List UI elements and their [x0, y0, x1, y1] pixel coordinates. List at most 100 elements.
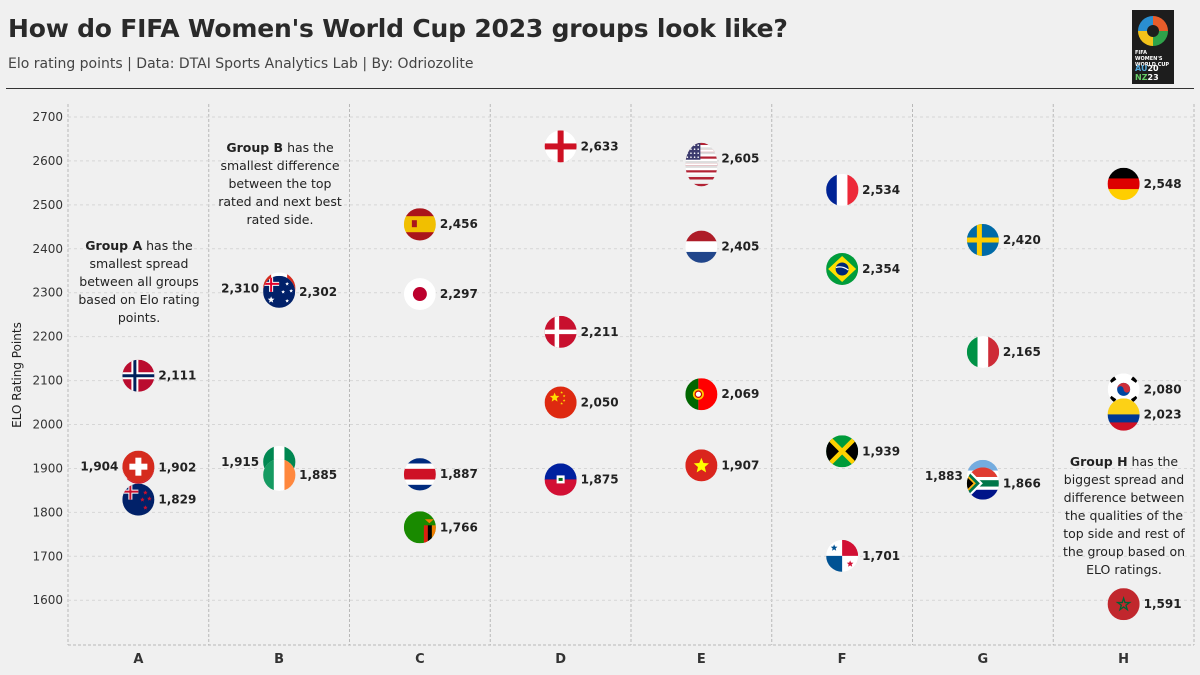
brazil-flag-icon	[826, 252, 859, 285]
y-tick-label: 1900	[32, 461, 63, 475]
data-label: 1,915	[221, 455, 259, 469]
jamaica-flag-icon	[826, 435, 859, 468]
data-label: 2,405	[721, 240, 759, 254]
england-flag-icon	[544, 130, 577, 163]
italy-flag-icon	[966, 336, 1000, 369]
annotation-group-h-text: has the biggest spread and difference be…	[1062, 454, 1186, 577]
france-flag-icon	[826, 173, 859, 206]
x-tick-label: E	[697, 652, 706, 667]
header-divider	[6, 88, 1194, 89]
data-point	[263, 459, 296, 492]
haiti-flag-icon	[544, 463, 577, 496]
data-label: 1,766	[440, 520, 478, 534]
annotation-group-a: Group A has the smallest spread between …	[74, 237, 204, 327]
logo-year-1: 20	[1147, 64, 1159, 73]
logo-hosts: AU20 NZ23	[1135, 64, 1159, 82]
y-tick-label: 1600	[32, 593, 63, 607]
data-label: 2,069	[721, 387, 759, 401]
annotation-group-a-text: has the smallest spread between all grou…	[78, 238, 200, 325]
colombia-flag-icon	[1107, 398, 1140, 431]
spain-flag-icon	[403, 208, 436, 241]
data-point	[826, 173, 859, 206]
data-label: 1,591	[1144, 597, 1182, 611]
data-point	[826, 435, 859, 468]
data-label: 2,111	[158, 369, 196, 383]
usa-flag-icon	[685, 142, 718, 187]
data-point	[685, 378, 718, 411]
data-point	[403, 458, 436, 491]
data-point	[403, 278, 436, 311]
y-axis-ticks: 1600 1700 1800 1900 2000 2100 2200 2300 2400 2500…	[32, 110, 63, 607]
data-label: 2,165	[1003, 345, 1041, 359]
y-tick-label: 2500	[32, 198, 63, 212]
data-point	[1107, 398, 1140, 431]
x-tick-label: H	[1118, 652, 1129, 667]
data-points: 2,111 1,902 1,904 1,829 2,310 2,302 1,915 1,885…	[80, 130, 1182, 621]
data-label: 1,939	[862, 444, 900, 458]
data-point	[966, 467, 999, 500]
data-label: 2,050	[581, 396, 619, 410]
data-label: 2,354	[862, 262, 900, 276]
data-point	[544, 315, 577, 348]
data-label: 2,605	[721, 152, 759, 166]
logo-nz: NZ	[1135, 73, 1148, 82]
sweden-flag-icon	[966, 224, 999, 257]
netherlands-flag-icon	[685, 230, 718, 263]
data-point	[403, 208, 436, 241]
data-point	[544, 463, 577, 496]
data-label: 2,420	[1003, 233, 1041, 247]
x-axis-ticks: A B C D E F G H	[133, 652, 1129, 667]
x-tick-label: G	[978, 652, 989, 667]
data-label: 1,875	[581, 472, 619, 486]
data-point	[685, 142, 718, 187]
data-label: 1,904	[80, 460, 118, 474]
costa-rica-flag-icon	[403, 458, 436, 491]
world-cup-logo-icon: FIFA WOMEN'S WORLD CUP AU20 NZ23	[1132, 10, 1174, 84]
annotation-group-h: Group H has the biggest spread and diffe…	[1060, 453, 1188, 579]
data-label: 2,297	[440, 287, 478, 301]
y-tick-label: 2700	[32, 110, 63, 124]
logo-ring-icon	[1138, 16, 1168, 46]
data-point	[1107, 588, 1140, 621]
ireland-flag-icon	[263, 459, 296, 492]
data-point	[966, 336, 1000, 369]
data-point	[122, 359, 155, 392]
switzerland-flag-icon	[122, 450, 155, 483]
zambia-flag-icon	[403, 511, 436, 544]
china-flag-icon	[544, 386, 577, 419]
data-label: 2,456	[440, 217, 478, 231]
data-point	[544, 130, 577, 163]
data-label: 1,887	[440, 467, 478, 481]
data-point	[122, 483, 155, 516]
australia-flag-icon	[263, 275, 296, 308]
data-label: 1,829	[158, 493, 196, 507]
y-tick-label: 2200	[32, 330, 63, 344]
panama-flag-icon	[826, 539, 859, 572]
denmark-flag-icon	[544, 315, 577, 348]
y-tick-label: 2300	[32, 286, 63, 300]
annotation-group-b-text: has the smallest difference between the …	[218, 140, 342, 227]
data-point	[826, 539, 859, 572]
x-tick-label: A	[133, 652, 143, 667]
south-africa-flag-icon	[966, 467, 999, 500]
y-tick-label: 1800	[32, 505, 63, 519]
data-label: 1,866	[1003, 476, 1041, 490]
annotation-group-a-bold: Group A	[85, 238, 143, 253]
germany-flag-icon	[1107, 167, 1140, 201]
data-point	[685, 449, 718, 482]
data-point	[403, 511, 436, 544]
y-tick-label: 2000	[32, 418, 63, 432]
data-label: 1,885	[299, 468, 337, 482]
x-tick-label: F	[838, 652, 847, 667]
data-label: 2,211	[581, 325, 619, 339]
data-label: 2,633	[581, 139, 619, 153]
x-tick-label: B	[274, 652, 284, 667]
grid	[67, 104, 1195, 646]
data-point	[544, 386, 577, 419]
chart-title: How do FIFA Women's World Cup 2023 group…	[8, 14, 788, 43]
data-label: 2,310	[221, 281, 259, 295]
data-label: 1,902	[158, 461, 196, 475]
data-label: 1,701	[862, 549, 900, 563]
annotation-group-b-bold: Group B	[226, 140, 284, 155]
data-point	[966, 224, 999, 257]
